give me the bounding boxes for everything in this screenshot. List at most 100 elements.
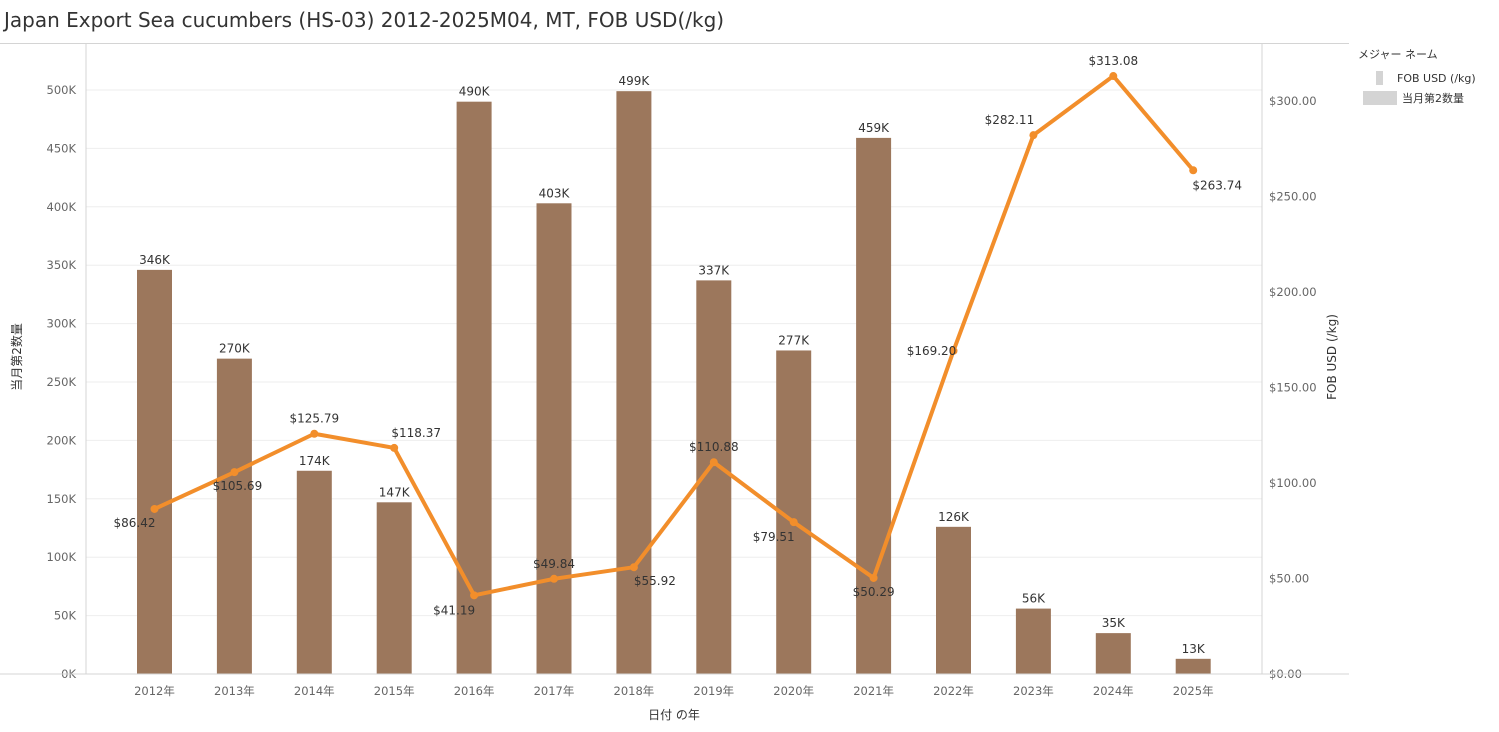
y-tick-label: 350K (47, 258, 77, 272)
line-point (789, 518, 798, 527)
line-value-label: $282.11 (985, 113, 1035, 127)
bar-value-label: 147K (379, 485, 411, 499)
bar-value-label: 56K (1022, 592, 1046, 606)
bar (1175, 658, 1211, 674)
line-point (550, 574, 558, 583)
x-tick-label: 2024年 (1093, 684, 1134, 698)
title-divider (0, 43, 1349, 44)
line-point (1189, 166, 1198, 175)
line-point (629, 563, 638, 572)
x-tick-label: 2013年 (214, 684, 255, 698)
chart-title: Japan Export Sea cucumbers (HS-03) 2012-… (4, 8, 725, 32)
line-point (1029, 131, 1038, 140)
bar (296, 470, 332, 674)
x-tick-label: 2015年 (374, 684, 415, 698)
y-tick-label: 150K (47, 492, 77, 506)
line-point (1109, 72, 1118, 81)
line-point (390, 443, 399, 452)
line-point (150, 504, 159, 513)
line-point (470, 591, 479, 600)
line-value-label: $50.29 (853, 585, 895, 599)
bar-value-label: 346K (139, 253, 171, 267)
y-tick-label: 100K (47, 550, 77, 564)
x-tick-label: 2021年 (853, 684, 894, 698)
fob-line (152, 74, 1196, 598)
bar-value-label: 277K (778, 333, 810, 347)
y2-tick-label: $200.00 (1269, 285, 1317, 299)
legend-item-quantity[interactable]: 当月第2数量 (1358, 88, 1476, 108)
legend: メジャー ネーム FOB USD (/kg) 当月第2数量 (1358, 46, 1476, 108)
bar-value-label: 459K (858, 121, 890, 135)
y2-tick-label: $100.00 (1269, 476, 1317, 490)
line-series (150, 72, 1198, 600)
bar-value-label: 35K (1102, 616, 1126, 630)
legend-item-fob[interactable]: FOB USD (/kg) (1358, 68, 1476, 88)
y-tick-label: 200K (47, 433, 77, 447)
bar (536, 203, 572, 674)
bar (1015, 608, 1051, 674)
y-tick-label: 500K (47, 83, 77, 97)
line-value-label: $169.20 (907, 344, 957, 358)
bar-value-label: 499K (619, 74, 651, 88)
legend-title: メジャー ネーム (1358, 48, 1438, 61)
bar (137, 269, 172, 674)
bar (456, 101, 492, 675)
gridlines (86, 89, 1262, 617)
bar (616, 91, 652, 675)
bar-value-label: 337K (698, 263, 730, 277)
y-tick-label: 50K (54, 609, 77, 623)
y-tick-label: 450K (47, 141, 77, 155)
x-tick-label: 2020年 (773, 684, 814, 698)
line-value-label: $49.84 (533, 557, 575, 571)
line-labels: $86.42 $105.69 $125.79 $118.37 $41.19 $49.84 $… (114, 54, 1243, 617)
y-tick-label: 300K (47, 317, 77, 331)
bar-value-label: 403K (539, 186, 571, 200)
x-tick-label: 2018年 (614, 684, 655, 698)
y-tick-label: 400K (47, 200, 77, 214)
line-value-label: $55.92 (634, 574, 676, 588)
legend-label-quantity: 当月第2数量 (1402, 92, 1464, 105)
bar (936, 526, 971, 674)
y2-tick-label: $150.00 (1269, 381, 1317, 395)
bar-value-label: 270K (219, 342, 251, 356)
y2-tick-label: $300.00 (1269, 94, 1317, 108)
line-point (230, 468, 239, 477)
line-point (869, 573, 878, 582)
line-value-label: $125.79 (289, 412, 339, 426)
bar-value-label: 490K (459, 85, 491, 99)
line-point (949, 346, 958, 355)
x-tick-label: 2019年 (693, 684, 734, 698)
bar-value-label: 174K (299, 454, 331, 468)
x-tick-label: 2022年 (933, 684, 974, 698)
bar-value-label: 126K (938, 510, 970, 524)
line-value-label: $263.74 (1192, 178, 1242, 192)
x-axis-title: 日付 の年 (648, 708, 700, 722)
legend-line-swatch (1376, 71, 1383, 85)
x-tick-label: 2014年 (294, 684, 335, 698)
line-point (709, 458, 718, 467)
x-tick-label: 2025年 (1173, 684, 1214, 698)
line-value-label: $313.08 (1088, 54, 1138, 68)
axes: 0K50K100K150K200K250K300K350K400K450K500… (0, 44, 1349, 722)
x-tick-label: 2017年 (534, 684, 575, 698)
line-value-label: $41.19 (433, 603, 475, 617)
line-value-label: $110.88 (689, 440, 739, 454)
x-tick-label: 2016年 (454, 684, 495, 698)
y-axis-title: 当月第2数量 (9, 323, 24, 391)
line-value-label: $86.42 (114, 516, 156, 530)
bar (376, 502, 412, 674)
legend-label-fob: FOB USD (/kg) (1397, 71, 1476, 85)
line-value-label: $118.37 (391, 426, 441, 440)
y2-tick-label: $50.00 (1269, 572, 1309, 586)
bar (1095, 633, 1131, 674)
bar (856, 137, 892, 674)
y2-axis-title: FOB USD (/kg) (1325, 314, 1339, 400)
line-value-label: $79.51 (753, 530, 795, 544)
bar (216, 358, 252, 674)
bar-value-label: 13K (1182, 642, 1206, 656)
x-tick-label: 2023年 (1013, 684, 1054, 698)
y-tick-label: 250K (47, 375, 77, 389)
line-point (310, 429, 319, 438)
y2-tick-label: $250.00 (1269, 190, 1317, 204)
